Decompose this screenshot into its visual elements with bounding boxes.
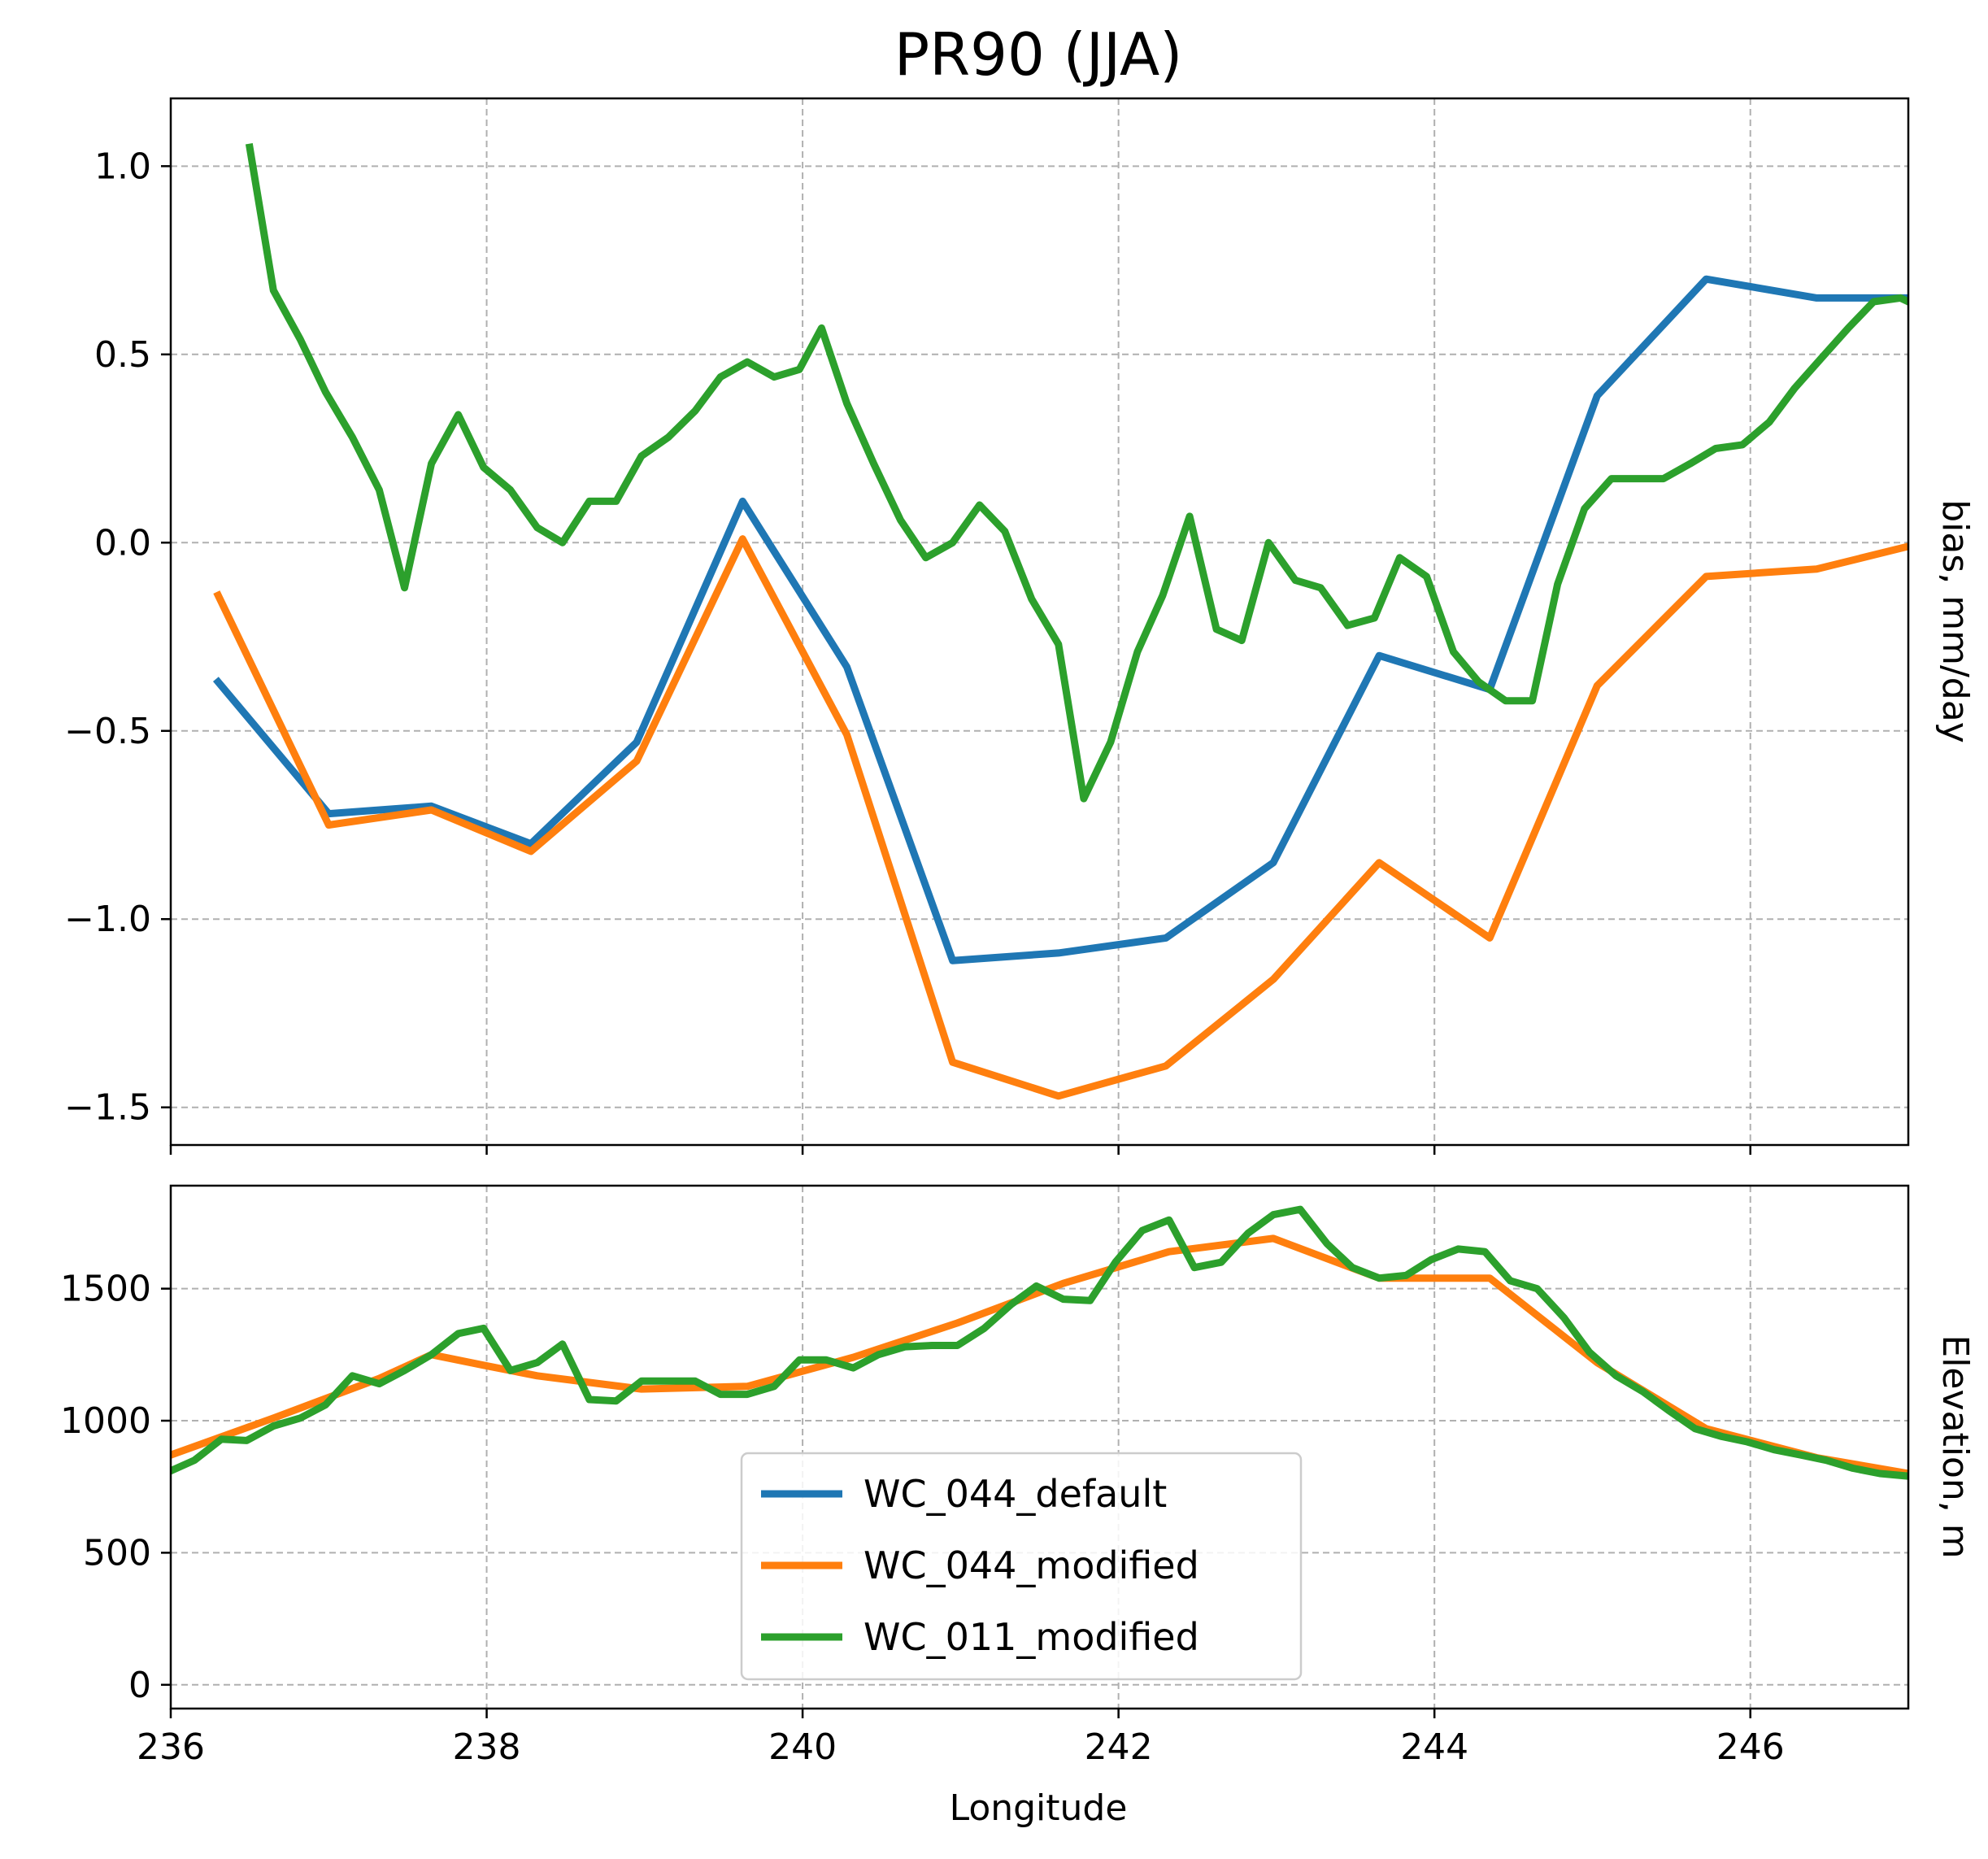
bias-y-tick-label: 0.5	[94, 334, 151, 376]
elevation-x-tick-label: 238	[453, 1726, 521, 1768]
legend-label-wc-044-modified: WC_044_modified	[863, 1543, 1199, 1587]
elevation-x-tick-label: 236	[137, 1726, 205, 1768]
elevation-series-wc-011-modified	[171, 1205, 1908, 1480]
elevation-y-tick-label: 1000	[60, 1400, 151, 1442]
chart-title: PR90 (JJA)	[894, 20, 1183, 89]
bias-y-tick-label: −1.5	[64, 1087, 151, 1129]
elevation-y-tick-label: 500	[83, 1532, 151, 1574]
elevation-x-tick-label: 244	[1400, 1726, 1468, 1768]
elevation-axes-frame	[169, 1184, 1910, 1710]
bias-axes-frame	[169, 97, 1910, 1147]
legend: WC_044_default WC_044_modified WC_011_modi…	[740, 1452, 1303, 1681]
legend-label-wc-011-modified: WC_011_modified	[863, 1615, 1199, 1659]
bias-series-wc-044-default	[212, 275, 1908, 964]
elevation-y-axis-title: Elevation, m	[1934, 1334, 1976, 1558]
elevation-x-tick-label: 240	[768, 1726, 837, 1768]
x-axis-title: Longitude	[950, 1787, 1128, 1829]
legend-label-wc-044-default: WC_044_default	[863, 1472, 1167, 1516]
bias-panel: 1.0 0.5 0.0 −0.5 −1.0 −1.5 bias, mm/day	[64, 97, 1976, 1155]
legend-box	[740, 1452, 1303, 1681]
bias-y-axis-title: bias, mm/day	[1934, 499, 1976, 743]
elevation-y-tick-label: 0	[128, 1665, 151, 1706]
bias-y-tick-label: −1.0	[64, 899, 151, 940]
elevation-x-tick-label: 246	[1716, 1726, 1785, 1768]
bias-y-tick-label: 0.0	[94, 522, 151, 564]
bias-series-wc-011-modified	[245, 143, 1908, 803]
elevation-y-tick-label: 1500	[60, 1269, 151, 1310]
elevation-x-tick-label: 242	[1085, 1726, 1153, 1768]
bias-series-wc-044-modified	[213, 535, 1908, 1100]
bias-y-tick-label: −0.5	[64, 711, 151, 752]
bias-y-tick-label: 1.0	[94, 146, 151, 187]
